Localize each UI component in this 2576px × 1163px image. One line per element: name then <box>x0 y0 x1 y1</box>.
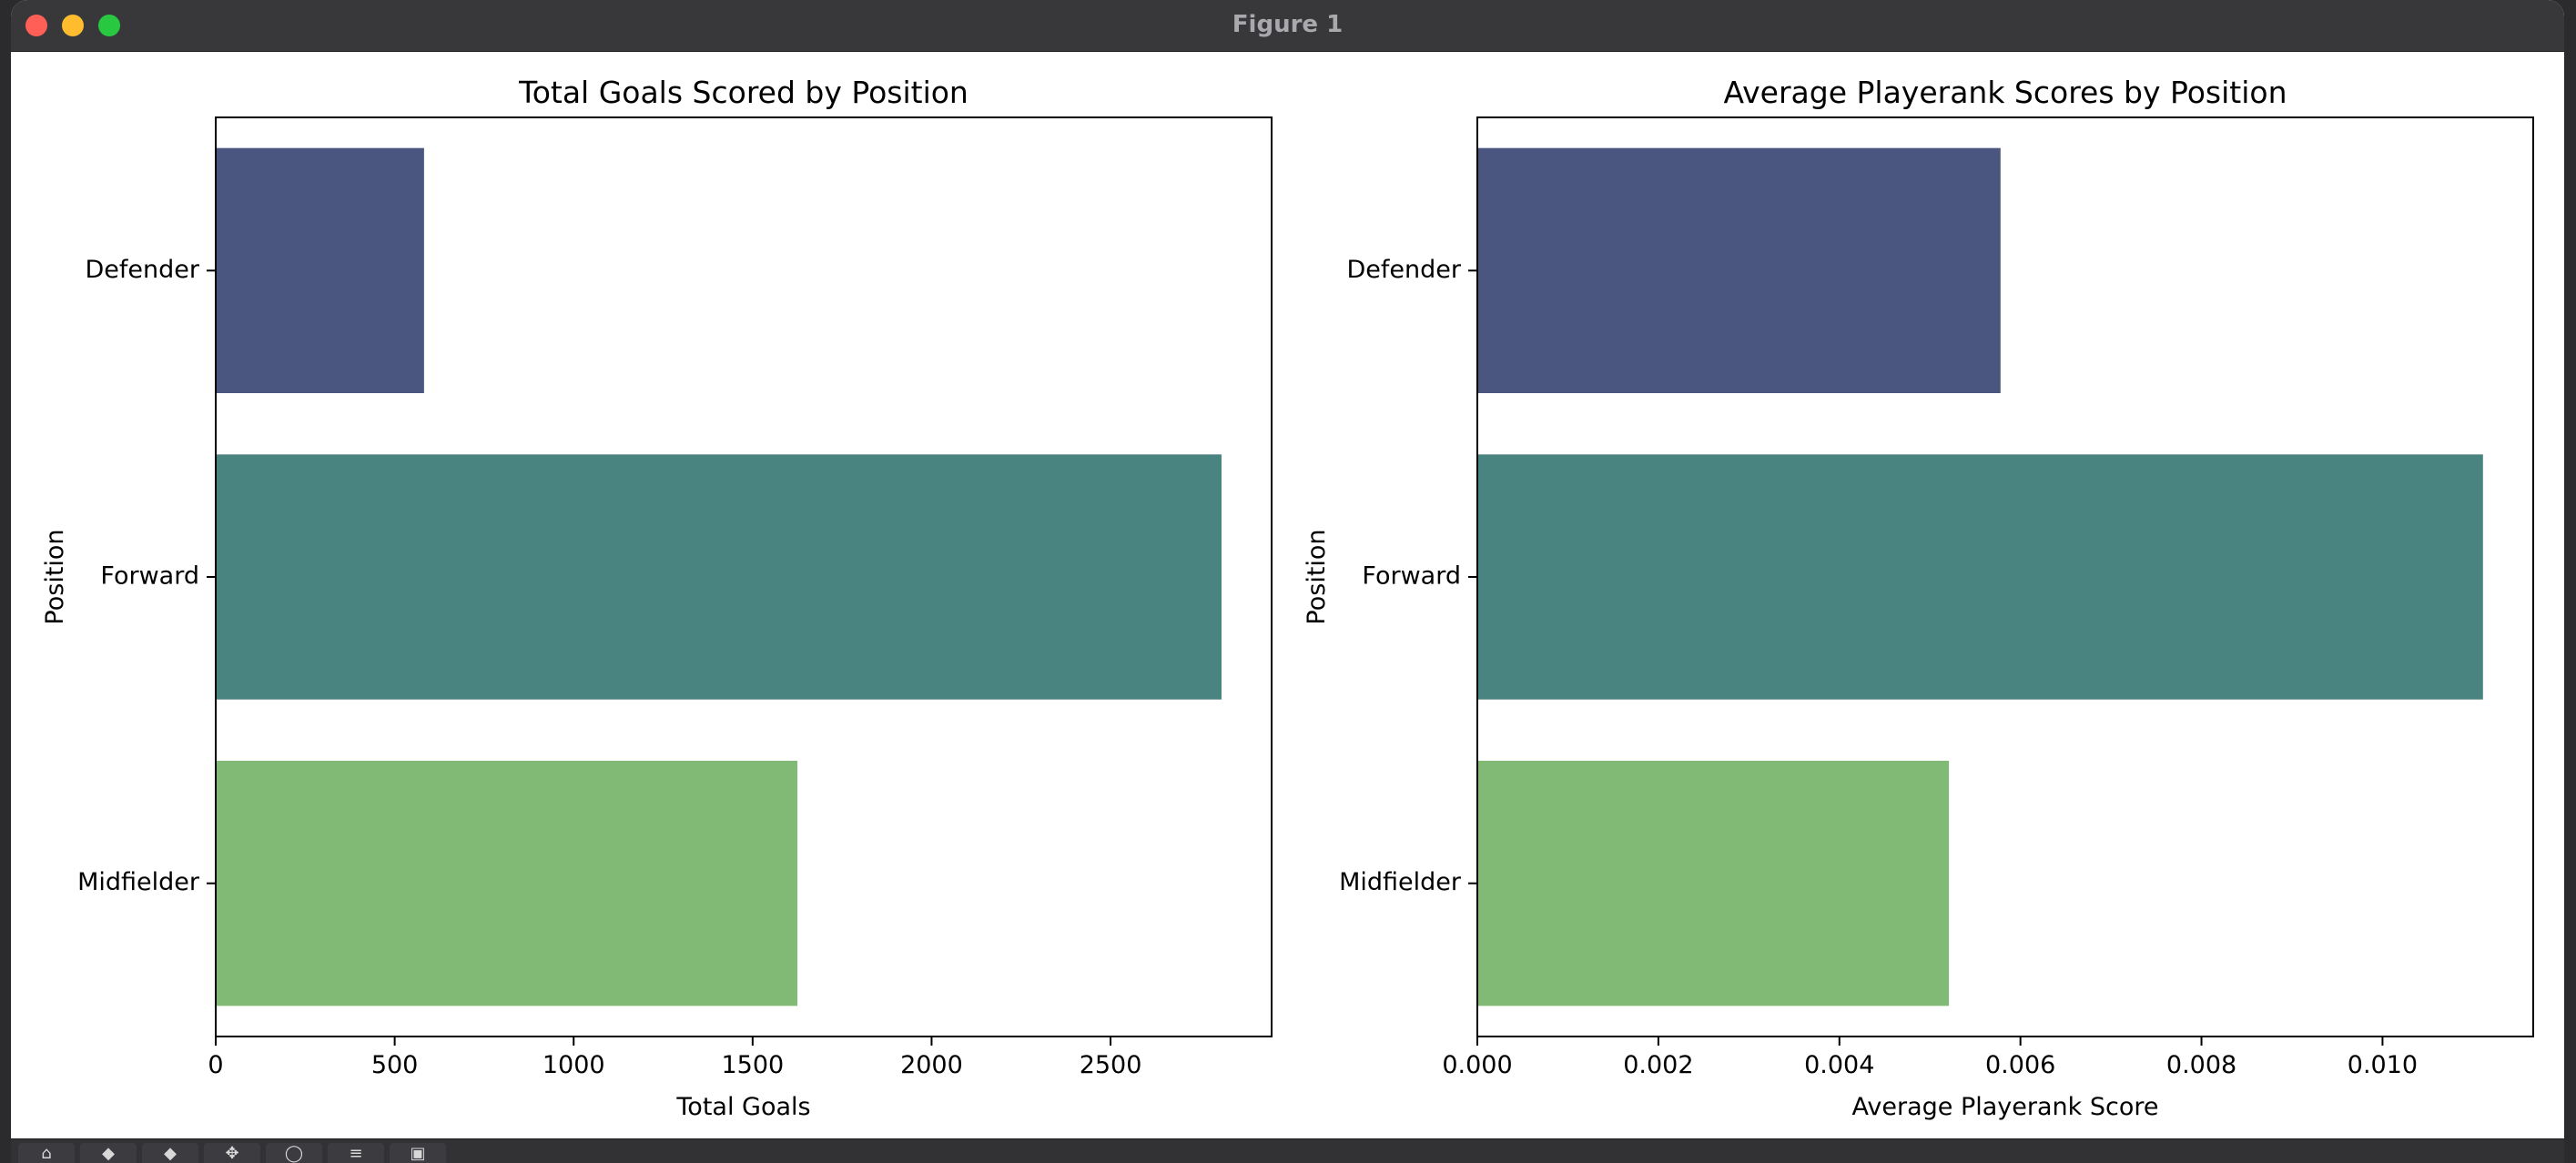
y-tick-label: Defender <box>1347 256 1462 284</box>
x-tick-label: 1500 <box>721 1051 784 1079</box>
y-tick-label: Forward <box>1362 562 1461 591</box>
bar-forward <box>216 454 1222 700</box>
home-icon[interactable]: ⌂ <box>18 1143 75 1163</box>
navigation-toolbar: ⌂ ◆ ◆ ✥ ◯ ≡ ▣ <box>11 1138 2564 1163</box>
x-tick-label: 0.002 <box>1623 1051 1693 1079</box>
x-tick-label: 0.000 <box>1442 1051 1512 1079</box>
pan-icon[interactable]: ✥ <box>204 1143 260 1163</box>
background-window-strip <box>0 0 11 1163</box>
x-tick-label: 0 <box>208 1051 223 1079</box>
forward-icon[interactable]: ◆ <box>142 1143 198 1163</box>
bar-midfielder <box>1477 761 1950 1006</box>
y-tick-label: Defender <box>86 256 200 284</box>
window-title: Figure 1 <box>1232 11 1344 38</box>
bar-defender <box>1477 147 2001 393</box>
charts-svg: Defender Forward Midfielder 0 500 1000 1500 200… <box>41 75 2534 1121</box>
y-tick-label: Midfielder <box>77 868 200 896</box>
x-tick-label: 2500 <box>1080 1051 1142 1079</box>
y-tick-label: Midfielder <box>1339 868 1462 896</box>
x-tick-label: 0.010 <box>2348 1051 2418 1079</box>
chart-title: Total Goals Scored by Position <box>518 75 969 110</box>
bar-midfielder <box>216 761 797 1006</box>
x-tick-label: 0.004 <box>1804 1051 1874 1079</box>
figure-window: Figure 1 Defender Forward Midfielder 0 500 10… <box>11 0 2564 1163</box>
x-tick-label: 500 <box>371 1051 419 1079</box>
x-axis-label: Total Goals <box>675 1093 810 1121</box>
figure-canvas: Defender Forward Midfielder 0 500 1000 1500 200… <box>11 52 2564 1139</box>
close-window-button[interactable] <box>25 15 47 36</box>
title-bar: Figure 1 <box>11 0 2564 52</box>
y-tick-label: Forward <box>100 562 199 591</box>
x-tick-label: 0.008 <box>2166 1051 2236 1079</box>
back-icon[interactable]: ◆ <box>80 1143 137 1163</box>
x-tick-label: 0.006 <box>1985 1051 2055 1079</box>
y-axis-label: Position <box>1303 529 1331 624</box>
y-axis-label: Position <box>41 529 69 624</box>
configure-icon[interactable]: ≡ <box>328 1143 384 1163</box>
x-axis-label: Average Playerank Score <box>1852 1093 2159 1121</box>
chart-title: Average Playerank Scores by Position <box>1724 75 2287 110</box>
save-icon[interactable]: ▣ <box>390 1143 446 1163</box>
minimize-window-button[interactable] <box>62 15 84 36</box>
zoom-icon[interactable]: ◯ <box>266 1143 322 1163</box>
bar-defender <box>216 147 424 393</box>
maximize-window-button[interactable] <box>98 15 120 36</box>
bar-forward <box>1477 454 2483 700</box>
x-tick-label: 2000 <box>900 1051 963 1079</box>
x-tick-label: 1000 <box>543 1051 605 1079</box>
